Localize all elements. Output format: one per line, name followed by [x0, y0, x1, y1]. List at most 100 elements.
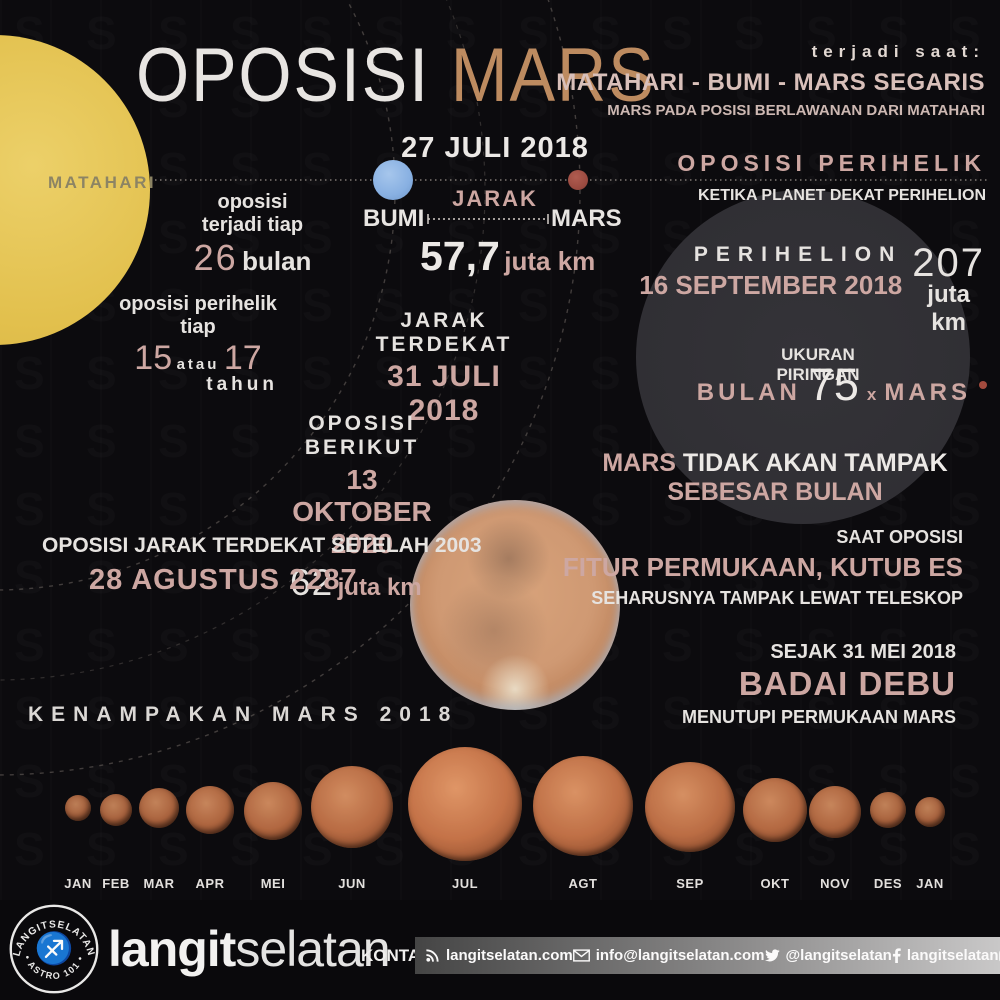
mars-month-disk	[915, 797, 945, 827]
opposition-date: 27 JULI 2018	[401, 132, 589, 164]
at-opposition-line2: FITUR PERMUKAAN, KUTUB ES	[562, 552, 963, 582]
mars-month-disk	[65, 795, 91, 821]
next-opposition-unit: juta km	[337, 574, 422, 601]
brand-light: selatan	[235, 921, 390, 977]
mars-month-disk	[870, 792, 906, 828]
month-label: NOV	[820, 876, 850, 891]
month-label: JUN	[338, 876, 366, 891]
closest-approach-block: JARAK TERDEKAT 31 JULI 2018	[353, 309, 535, 428]
perihelic-opposition-sub: KETIKA PLANET DEKAT PERIHELION	[697, 187, 986, 204]
occurs-heading: terjadi saat:	[811, 42, 985, 61]
at-opposition-line1: SAAT OPOSISI	[836, 527, 963, 547]
website-text: langitselatan.com	[446, 947, 573, 964]
perihelic-interval-text: oposisi perihelik tiap	[119, 293, 277, 338]
disk-size-times: x	[866, 385, 877, 404]
distance-unit: juta km	[504, 246, 596, 276]
at-opposition-block: SAAT OPOSISI FITUR PERMUKAAN, KUTUB ES S…	[563, 527, 963, 609]
mars-month-disk	[186, 786, 234, 834]
mars-month-disk	[645, 762, 735, 852]
perihelic-interval-conj: atau	[176, 356, 220, 373]
perihelion-unit: juta km	[927, 281, 970, 336]
dust-storm-line3: MENUTUPI PERMUKAAN MARS	[682, 707, 956, 727]
not-as-big-post: SEBESAR BULAN	[667, 478, 883, 506]
closest-approach-date: 31 JULI 2018	[387, 360, 501, 427]
dust-storm-block: SEJAK 31 MEI 2018 BADAI DEBU MENUTUPI PE…	[682, 641, 956, 728]
occurs-when-block: terjadi saat: MATAHARI - BUMI - MARS SEG…	[556, 42, 985, 119]
month-label: APR	[195, 876, 225, 891]
logo-archer-icon: ♐	[35, 930, 74, 966]
closest-approach-heading: JARAK TERDEKAT	[375, 309, 513, 356]
instagram-item: langitselatanmedia	[998, 947, 1000, 964]
distance-value: 57,7	[420, 233, 500, 279]
disk-size-row: BULAN 75 x MARS	[695, 359, 987, 411]
perihelic-opposition-block: OPOSISI PERIHELIK KETIKA PLANET DEKAT PE…	[677, 150, 986, 205]
closest-after-2003-block: OPOSISI JARAK TERDEKAT SETELAH 2003 28 A…	[42, 534, 482, 597]
moon-disk-circle	[636, 190, 970, 524]
closest-after-2003-heading: OPOSISI JARAK TERDEKAT SETELAH 2003	[42, 534, 482, 557]
next-opposition-block: OPOSISI BERIKUT 13 OKTOBER 2020 62 juta …	[276, 412, 448, 604]
mars-month-disk	[100, 794, 132, 826]
month-label: MEI	[260, 876, 286, 891]
opposition-interval-block: oposisi terjadi tiap 26 bulan	[185, 191, 320, 279]
mars-month-disk	[533, 756, 633, 856]
occurs-line2: MARS PADA POSISI BERLAWANAN DARI MATAHAR…	[607, 102, 985, 119]
distance-value-block: 57,7 juta km	[420, 233, 595, 280]
month-label: JAN	[916, 876, 944, 891]
not-as-big-line: MARS TIDAK AKAN TAMPAK SEBESAR BULAN	[555, 449, 995, 507]
facebook-text: langitselatan	[906, 947, 999, 964]
month-label: SEP	[676, 876, 704, 891]
brand-bold: langit	[108, 921, 236, 977]
closest-after-2003-date: 28 AGUSTUS 2287	[89, 564, 358, 596]
mars-month-disk	[408, 747, 522, 861]
page-title: OPOSISI MARS	[136, 32, 656, 119]
mars-month-disk	[311, 766, 393, 848]
twitter-item: @langitselatan	[764, 947, 892, 964]
rss-icon	[426, 949, 439, 962]
month-label: DES	[873, 876, 903, 891]
mars-photo	[410, 500, 620, 710]
langitselatan-logo: LANGITSELATAN • ASTRO 101 • ♐	[9, 904, 99, 994]
mars-orbit-dot	[568, 170, 588, 190]
title-mars: MARS	[450, 33, 656, 118]
opposition-interval-value: 26	[193, 237, 238, 278]
contact-bar: langitselatan.com info@langitselatan.com…	[415, 937, 1000, 974]
twitter-icon	[764, 949, 779, 962]
website-item: langitselatan.com	[425, 947, 573, 964]
month-label: FEB	[102, 876, 130, 891]
distance-label: JARAK	[452, 186, 538, 211]
mars-label: MARS	[551, 205, 622, 232]
next-opposition-heading: OPOSISI BERIKUT	[304, 412, 420, 459]
appearance-heading: KENAMPAKAN MARS 2018	[28, 703, 459, 726]
facebook-icon	[892, 948, 901, 963]
sun-label: MATAHARI	[48, 173, 157, 192]
facebook-item: langitselatan	[892, 947, 999, 964]
disk-size-heading: UKURAN PIRINGAN	[776, 345, 860, 384]
earth-label: BUMI	[363, 205, 425, 232]
email-text: info@langitselatan.com	[595, 947, 765, 964]
mars-month-disk	[809, 786, 861, 838]
disk-size-moon: BULAN	[696, 379, 801, 406]
month-label: JUL	[451, 876, 479, 891]
envelope-icon	[572, 949, 590, 962]
mars-month-disk	[244, 782, 302, 840]
perihelic-interval-v2: 17	[223, 339, 262, 377]
next-opposition-value: 62	[290, 562, 334, 603]
mars-size-dot	[979, 381, 987, 389]
twitter-text: @langitselatan	[785, 947, 892, 964]
disk-size-mars: MARS	[884, 379, 971, 406]
next-opposition-date: 13 OKTOBER 2020	[292, 464, 432, 559]
email-item: info@langitselatan.com	[572, 947, 765, 964]
opposition-interval-text: oposisi terjadi tiap	[201, 191, 304, 236]
dust-storm-line2: BADAI DEBU	[738, 665, 956, 702]
not-as-big-pre: MARS	[602, 449, 683, 477]
month-label: JAN	[64, 876, 92, 891]
perihelic-opposition-heading: OPOSISI PERIHELIK	[677, 150, 986, 176]
distance-measure-line	[427, 214, 549, 224]
not-as-big-mid: TIDAK AKAN TAMPAK	[682, 449, 948, 477]
dust-storm-line1: SEJAK 31 MEI 2018	[770, 641, 956, 663]
earth-circle	[373, 160, 413, 200]
mars-orbit-arc	[0, 0, 581, 776]
mars-month-disk	[743, 778, 807, 842]
opposition-interval-unit: bulan	[242, 246, 312, 276]
